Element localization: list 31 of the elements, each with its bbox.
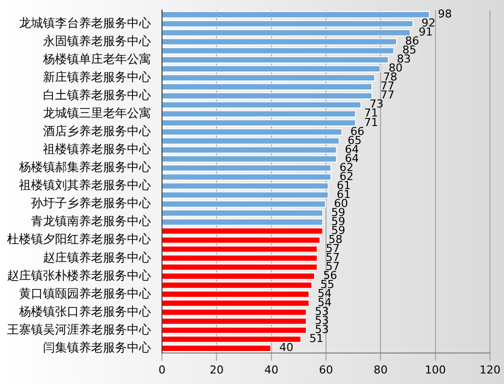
data-label: 40 [279,341,294,354]
x-tick-label: 20 [210,363,224,376]
y-tick-label: 祖楼镇养老服务中心 [43,142,151,156]
y-tick-label: 新庄镇养老服务中心 [43,70,151,84]
y-tick-label: 祖楼镇刘其养老服务中心 [19,178,151,192]
y-tick-label: 酒店乡养老服务中心 [43,124,151,138]
y-tick-label: 杨楼镇单庄老年公寓 [42,52,151,66]
data-label: 71 [364,116,378,129]
data-label: 51 [309,332,324,346]
x-tick-label: 60 [319,363,333,376]
y-tick-label: 黄口镇颐园养老服务中心 [19,286,151,300]
y-tick-label: 永固镇养老服务中心 [43,34,151,48]
y-tick-label: 龙城镇三里老年公寓 [43,106,151,120]
y-tick-label: 赵庄镇养老服务中心 [43,250,151,264]
data-label: 91 [418,26,433,39]
y-tick-label: 闫集镇养老服务中心 [43,340,151,354]
y-tick-label: 王寨镇吴河涯养老服务中心 [7,322,151,336]
y-tick-label: 白土镇养老服务中心 [43,88,151,102]
x-tick-label: 80 [374,363,388,376]
y-tick-label: 孙圩子乡养老服务中心 [31,196,151,210]
x-tick-label: 100 [424,363,446,376]
x-tick-label: 40 [264,363,278,376]
y-tick-label: 青龙镇南养老服务中心 [31,214,151,228]
x-tick-label: 120 [480,363,500,376]
y-tick-label: 赵庄镇张朴楼养老服务中心 [7,268,151,282]
x-tick-label: 0 [158,363,166,376]
y-tick-label: 杨楼镇郝集养老服务中心 [18,160,151,174]
y-tick-label: 杜楼镇夕阳红养老服务中心 [7,232,151,246]
data-label: 98 [438,8,452,21]
y-tick-label: 杨楼镇张口养老服务中心 [18,304,151,318]
y-tick-label: 龙城镇李台养老服务中心 [19,16,151,30]
